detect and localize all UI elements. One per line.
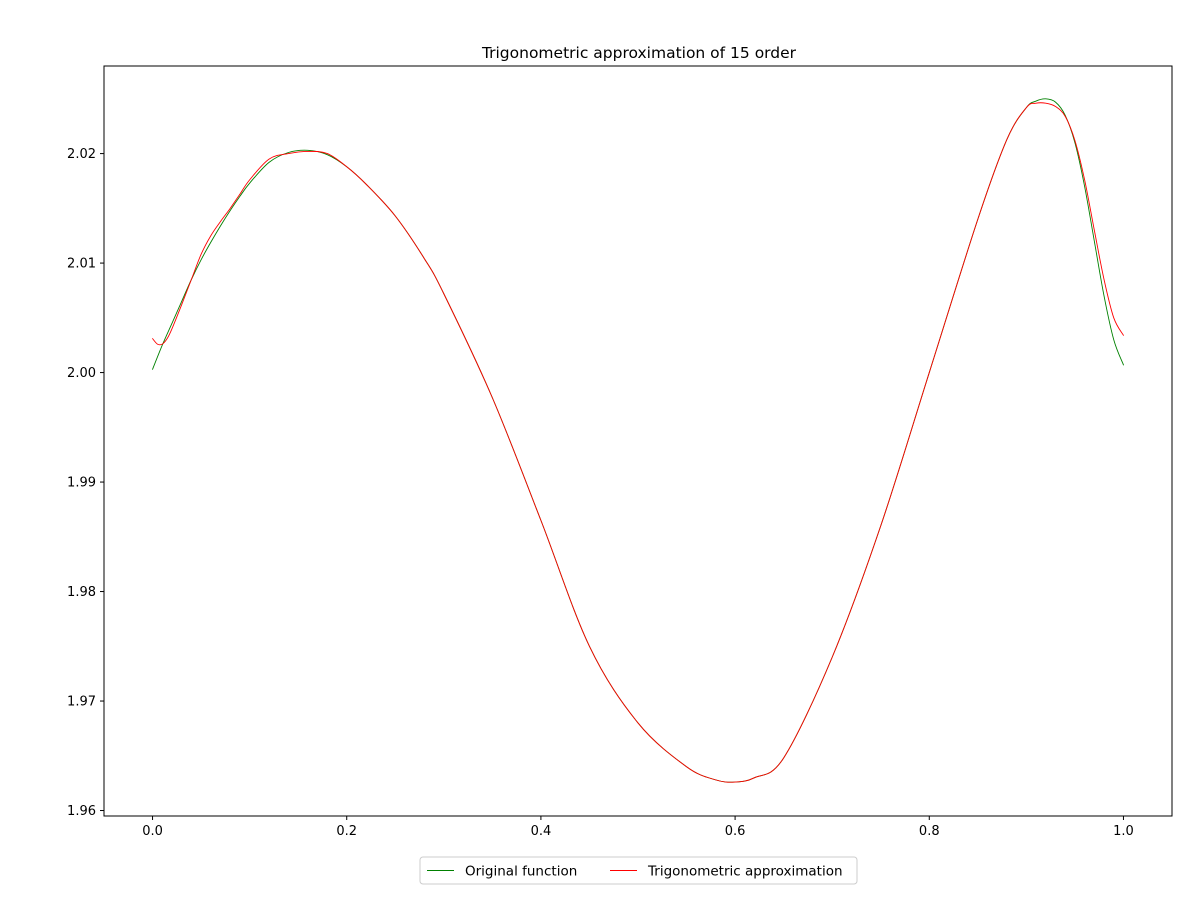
y-tick-label: 2.01 — [67, 257, 96, 272]
x-tick-label: 0.8 — [919, 824, 940, 839]
chart-title: Trigonometric approximation of 15 order — [481, 44, 797, 62]
plot-area-frame — [103, 65, 1173, 817]
y-tick-label: 2.00 — [67, 366, 96, 381]
legend: Original function Trigonometric approxima… — [419, 856, 858, 885]
legend-box — [419, 856, 858, 885]
y-tick-label: 1.98 — [67, 585, 96, 600]
x-tick-label: 0.4 — [531, 824, 552, 839]
y-tick-label: 1.97 — [67, 695, 96, 710]
y-tick-label: 1.99 — [67, 476, 96, 491]
series-line-trigonometric-approximation — [152, 102, 1124, 783]
series-layer — [152, 98, 1124, 783]
x-axis: 0.0 0.2 0.4 0.6 0.8 1.0 — [142, 816, 1134, 839]
y-tick-label: 2.02 — [67, 147, 96, 162]
x-tick-label: 1.0 — [1113, 824, 1134, 839]
legend-label: Trigonometric approximation — [647, 864, 843, 880]
x-tick-label: 0.0 — [142, 824, 163, 839]
y-tick-label: 1.96 — [67, 804, 96, 819]
y-axis: 1.96 1.97 1.98 1.99 2.00 2.01 2.02 — [67, 147, 104, 819]
legend-label: Original function — [465, 864, 577, 880]
x-tick-label: 0.2 — [336, 824, 357, 839]
x-tick-label: 0.6 — [725, 824, 746, 839]
